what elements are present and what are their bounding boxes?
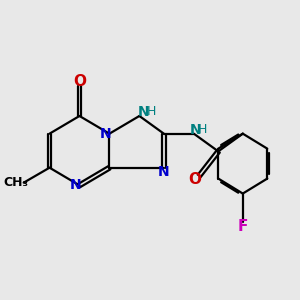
Text: N: N bbox=[189, 123, 201, 136]
Text: N: N bbox=[158, 165, 170, 179]
Text: F: F bbox=[238, 219, 248, 234]
Text: N: N bbox=[70, 178, 81, 192]
Text: CH₃: CH₃ bbox=[3, 176, 28, 189]
Text: N: N bbox=[100, 127, 111, 141]
Text: O: O bbox=[73, 74, 86, 89]
Text: N: N bbox=[138, 105, 149, 119]
Text: H: H bbox=[198, 123, 208, 136]
Text: H: H bbox=[146, 105, 156, 119]
Text: O: O bbox=[189, 172, 202, 188]
